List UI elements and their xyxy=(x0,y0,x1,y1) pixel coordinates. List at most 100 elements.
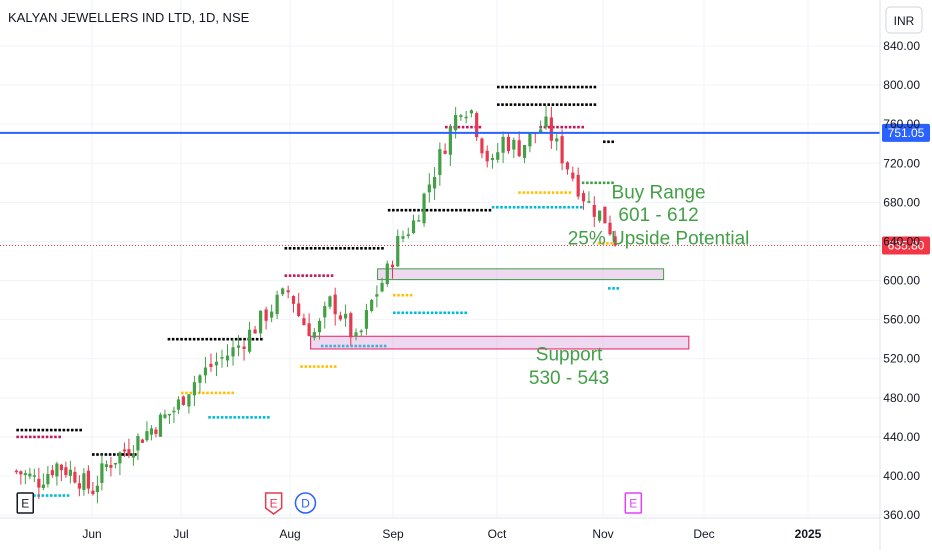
level-dot xyxy=(601,242,605,245)
candle-up xyxy=(225,355,230,361)
earnings-marker[interactable] xyxy=(264,492,283,515)
candle-up xyxy=(459,115,463,118)
level-dot xyxy=(505,103,508,106)
level-dot xyxy=(608,287,611,290)
level-dot xyxy=(229,416,232,419)
level-dot xyxy=(611,181,614,185)
resistance-price-label: 751.05 xyxy=(888,126,925,140)
candle-up xyxy=(496,152,500,160)
earnings-marker[interactable] xyxy=(624,492,643,514)
candle-down xyxy=(127,449,131,455)
candle-up xyxy=(501,136,505,153)
level-dot xyxy=(216,416,220,419)
level-dot xyxy=(241,416,245,419)
level-dot xyxy=(426,311,430,315)
level-dot xyxy=(322,274,325,277)
level-dot xyxy=(456,311,459,315)
level-dot xyxy=(610,242,613,245)
level-dot xyxy=(326,274,330,277)
candle-down xyxy=(59,464,63,471)
y-tick-label: 720.00 xyxy=(883,156,920,170)
level-dot xyxy=(104,453,108,456)
level-dot xyxy=(364,246,367,250)
level-dot xyxy=(54,435,57,439)
dividend-marker[interactable] xyxy=(294,492,317,514)
level-dot xyxy=(576,103,580,106)
level-dot xyxy=(442,208,446,212)
level-dot xyxy=(346,344,349,348)
level-dot xyxy=(397,293,400,297)
level-dot xyxy=(185,391,188,395)
level-dot xyxy=(180,337,183,341)
level-dot xyxy=(355,246,359,250)
level-dot xyxy=(408,208,412,212)
level-dot xyxy=(607,140,610,144)
candle-down xyxy=(19,471,23,475)
level-dot xyxy=(49,428,53,432)
level-dot xyxy=(301,246,304,250)
candle-down xyxy=(506,136,511,152)
level-dot xyxy=(209,337,213,341)
level-dot xyxy=(334,246,338,250)
level-dot xyxy=(435,311,438,315)
candle-down xyxy=(91,490,95,495)
level-dot xyxy=(451,311,455,315)
level-dot xyxy=(210,391,213,395)
candle-up xyxy=(522,144,527,158)
level-dot xyxy=(24,428,28,432)
level-dot xyxy=(593,85,597,89)
level-dot xyxy=(258,416,262,419)
candle-down xyxy=(109,465,113,468)
level-dot xyxy=(585,85,588,89)
level-dot xyxy=(300,365,303,368)
level-dot xyxy=(616,287,620,290)
level-dot xyxy=(329,365,333,368)
level-dot xyxy=(337,344,341,348)
level-dot xyxy=(330,274,334,277)
level-dot xyxy=(350,344,353,348)
earnings-marker[interactable] xyxy=(16,492,34,514)
currency-button[interactable] xyxy=(885,6,923,34)
level-dot xyxy=(387,208,391,212)
level-dot xyxy=(233,416,237,419)
level-dot xyxy=(58,435,61,439)
candle-down xyxy=(517,140,521,157)
level-dot xyxy=(580,205,583,209)
level-dot xyxy=(284,274,288,277)
level-dot xyxy=(321,365,324,368)
level-dot xyxy=(230,337,234,341)
level-dot xyxy=(231,391,234,395)
level-dot xyxy=(612,287,615,290)
level-dot xyxy=(243,337,246,341)
x-tick-label: Nov xyxy=(592,527,613,541)
level-dot xyxy=(568,103,571,106)
level-dot xyxy=(443,311,446,315)
candle-down xyxy=(565,162,570,170)
annotation-text: 530 - 543 xyxy=(529,368,609,389)
level-dot xyxy=(226,337,230,341)
y-tick-label: 640.00 xyxy=(883,234,920,248)
level-dot xyxy=(491,205,495,209)
level-dot xyxy=(513,103,517,106)
level-dot xyxy=(393,293,396,297)
event-marker-label: E xyxy=(270,497,278,511)
level-dot xyxy=(597,242,601,245)
level-dot xyxy=(214,391,218,395)
candle-up xyxy=(432,176,437,189)
level-dot xyxy=(49,494,53,497)
candle-up xyxy=(214,361,219,366)
candle-down xyxy=(297,303,301,317)
level-dot xyxy=(550,205,554,209)
level-dot xyxy=(234,337,238,341)
candle-down xyxy=(264,309,268,321)
candle-up xyxy=(149,428,154,435)
level-dot xyxy=(254,416,258,419)
level-dot xyxy=(113,453,116,456)
level-dot xyxy=(305,246,309,250)
level-dot xyxy=(96,453,99,456)
level-dot xyxy=(251,337,255,341)
level-dot xyxy=(508,205,512,209)
candle-up xyxy=(598,210,602,221)
candle-up xyxy=(375,294,379,297)
level-dot xyxy=(555,85,559,89)
